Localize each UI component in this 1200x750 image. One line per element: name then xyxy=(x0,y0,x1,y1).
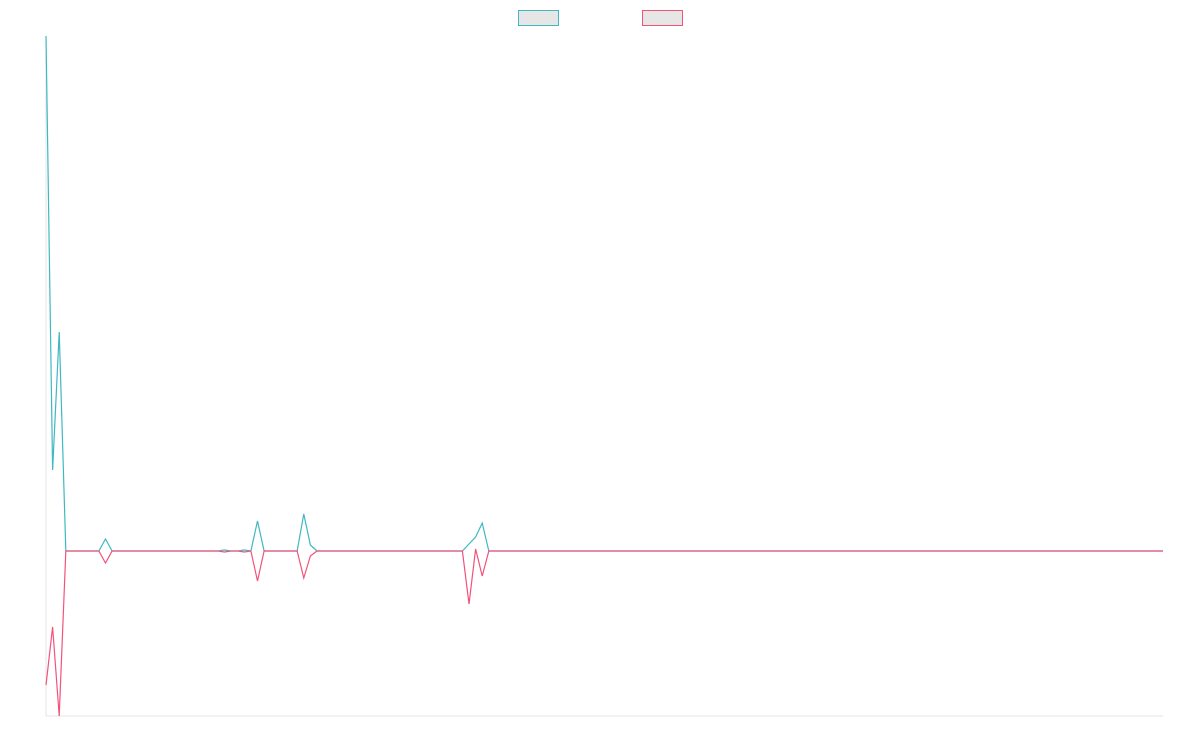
series-line xyxy=(45,548,1163,717)
legend-swatch[interactable] xyxy=(642,10,683,26)
legend-swatch[interactable] xyxy=(518,10,559,26)
series-line xyxy=(45,35,1163,552)
